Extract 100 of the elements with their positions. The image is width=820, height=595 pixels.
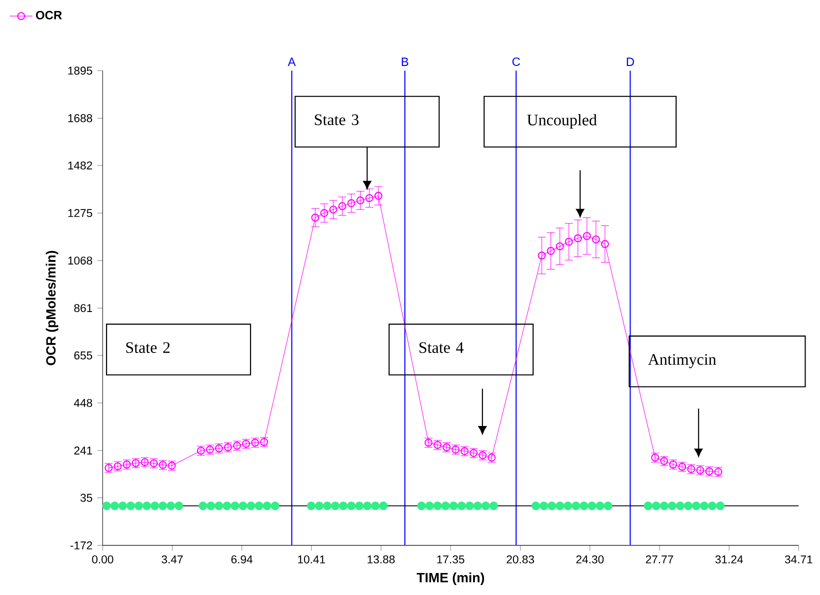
point [158, 502, 168, 510]
point [262, 502, 272, 510]
x-tick-label: 17.35 [437, 556, 464, 564]
point [708, 502, 717, 510]
point [564, 502, 572, 510]
point [592, 236, 600, 244]
point [692, 502, 700, 510]
point [644, 502, 652, 510]
x-tick-label: 24.30 [576, 556, 604, 564]
ref-line-label: D [626, 58, 634, 66]
point [540, 502, 548, 510]
point [329, 206, 338, 214]
point [548, 502, 556, 510]
annotation: State 3 [314, 114, 359, 126]
point [684, 502, 692, 510]
point [270, 502, 280, 510]
point [214, 502, 224, 510]
point [417, 502, 426, 510]
y-axis-title: OCR (pMoles/min) [46, 251, 58, 366]
point [126, 502, 136, 510]
x-tick-label: 3.47 [162, 556, 183, 564]
y-tick-label: -172 [70, 542, 92, 550]
point [306, 502, 316, 510]
point [102, 502, 111, 510]
point [339, 502, 348, 510]
y-tick-label: 448 [74, 399, 92, 408]
point [465, 502, 474, 510]
point [150, 502, 160, 510]
point [311, 214, 320, 222]
x-tick-label: 6.94 [231, 556, 253, 564]
point [668, 502, 676, 510]
y-tick-label: 1482 [68, 162, 92, 170]
point [449, 502, 458, 510]
point [588, 502, 596, 510]
y-tick-label: 35 [80, 494, 92, 502]
y-tick-label: 1895 [68, 66, 92, 75]
point [118, 502, 127, 510]
point [489, 502, 498, 510]
point [716, 502, 725, 510]
point [355, 502, 364, 510]
point [582, 232, 591, 240]
point [230, 502, 240, 510]
point [320, 209, 328, 218]
point [238, 502, 248, 510]
point [572, 502, 580, 510]
point [425, 502, 434, 510]
point [314, 502, 324, 510]
point [532, 502, 540, 510]
y-tick-label: 241 [74, 446, 92, 455]
x-tick-label: 34.71 [784, 556, 812, 564]
point [556, 502, 564, 510]
ref-line-label: A [288, 58, 296, 66]
point [338, 202, 346, 210]
point [676, 502, 684, 510]
y-tick-label: 1688 [68, 114, 92, 122]
point [206, 502, 216, 510]
point [564, 238, 573, 246]
point [246, 502, 256, 510]
point [374, 192, 382, 200]
point [700, 502, 708, 510]
x-tick-label: 0.00 [92, 556, 114, 564]
point [660, 502, 668, 510]
point [322, 502, 332, 510]
y-tick-label: 1068 [68, 256, 92, 265]
point [473, 502, 482, 510]
point [481, 502, 490, 510]
point [596, 502, 604, 510]
point [110, 502, 119, 510]
point [457, 502, 466, 510]
point [142, 502, 152, 510]
point [363, 502, 372, 510]
point [546, 247, 555, 256]
point [166, 502, 176, 510]
point [365, 194, 374, 202]
point [441, 502, 450, 510]
x-tick-label: 10.41 [298, 556, 326, 564]
x-tick-label: 31.24 [715, 556, 743, 564]
annotation: State 4 [420, 342, 464, 354]
point [174, 502, 184, 510]
point [371, 502, 380, 510]
point [222, 502, 232, 510]
x-tick-label: 27.77 [646, 556, 674, 564]
point [604, 502, 612, 510]
legend-label: OCR [36, 11, 62, 20]
point [433, 502, 442, 510]
annotation: State 2 [126, 342, 170, 354]
point [331, 502, 340, 510]
ref-line-label: C [512, 58, 520, 66]
annotation: Antimycin [648, 354, 716, 368]
point [134, 502, 144, 510]
point [356, 196, 364, 205]
point [652, 502, 660, 510]
y-tick-label: 655 [74, 352, 92, 360]
point [600, 240, 609, 248]
y-tick-label: 1275 [68, 209, 92, 218]
point [198, 502, 208, 510]
point [556, 242, 564, 250]
x-tick-label: 20.83 [506, 556, 534, 564]
point [254, 502, 264, 510]
point [538, 252, 546, 260]
